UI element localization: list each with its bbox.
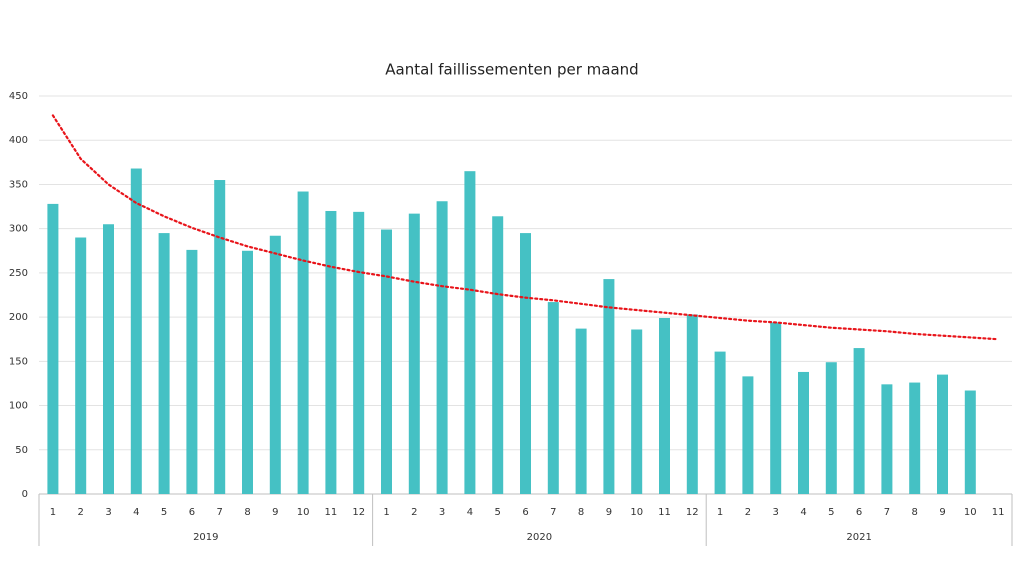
y-tick-label: 0 xyxy=(22,489,28,500)
x-tick-label: 9 xyxy=(606,507,612,518)
bar xyxy=(742,376,754,494)
x-tick-label: 3 xyxy=(105,507,111,518)
y-tick-label: 100 xyxy=(9,401,28,412)
bar xyxy=(520,233,531,495)
x-tick-label: 10 xyxy=(297,507,310,518)
bar xyxy=(686,314,698,494)
bar xyxy=(603,279,615,494)
bar xyxy=(130,168,142,494)
x-tick-label: 1 xyxy=(383,507,389,518)
x-tick-label: 6 xyxy=(856,507,862,518)
bar xyxy=(408,213,420,494)
group-label: 2019 xyxy=(193,532,218,543)
bar xyxy=(381,229,392,494)
x-tick-label: 11 xyxy=(658,507,671,518)
y-tick-label: 450 xyxy=(9,91,28,102)
bar xyxy=(714,351,726,494)
group-label: 2021 xyxy=(846,532,871,543)
bar xyxy=(103,224,114,494)
bar xyxy=(75,237,87,494)
x-tick-label: 2 xyxy=(745,507,751,518)
bar xyxy=(881,384,893,494)
y-tick-label: 350 xyxy=(9,179,28,190)
bar xyxy=(242,250,253,494)
y-tick-label: 200 xyxy=(9,312,28,323)
x-tick-label: 2 xyxy=(78,507,84,518)
bar xyxy=(47,203,59,494)
x-tick-label: 10 xyxy=(964,507,977,518)
bar xyxy=(798,371,809,494)
x-tick-label: 4 xyxy=(467,507,473,518)
x-tick-label: 1 xyxy=(717,507,723,518)
x-tick-label: 7 xyxy=(884,507,890,518)
x-tick-label: 4 xyxy=(800,507,806,518)
x-tick-label: 1 xyxy=(50,507,56,518)
bar xyxy=(964,390,976,494)
chart-title: Aantal faillissementen per maand xyxy=(385,61,638,79)
group-label: 2020 xyxy=(527,532,552,543)
x-tick-label: 12 xyxy=(352,507,365,518)
bar xyxy=(631,329,643,494)
x-tick-label: 9 xyxy=(939,507,945,518)
x-tick-label: 3 xyxy=(439,507,445,518)
bar xyxy=(853,348,865,494)
x-tick-label: 8 xyxy=(578,507,584,518)
bar xyxy=(297,191,309,494)
y-tick-label: 250 xyxy=(9,268,28,279)
bar xyxy=(547,302,559,494)
bar xyxy=(353,211,365,494)
bar xyxy=(909,382,921,494)
trend-line xyxy=(51,114,1000,341)
bar xyxy=(325,210,337,494)
x-tick-label: 12 xyxy=(686,507,699,518)
bar xyxy=(214,180,226,494)
x-tick-label: 5 xyxy=(828,507,834,518)
x-tick-label: 11 xyxy=(325,507,338,518)
bar xyxy=(186,249,198,494)
y-tick-label: 400 xyxy=(9,135,28,146)
x-tick-label: 10 xyxy=(630,507,643,518)
y-tick-label: 50 xyxy=(15,445,28,456)
x-tick-label: 2 xyxy=(411,507,417,518)
y-tick-label: 150 xyxy=(9,356,28,367)
bar xyxy=(770,322,782,494)
x-tick-label: 7 xyxy=(217,507,223,518)
bar xyxy=(269,235,281,494)
x-tick-label: 7 xyxy=(550,507,556,518)
x-tick-label: 3 xyxy=(773,507,779,518)
bar xyxy=(825,362,837,494)
y-tick-label: 300 xyxy=(9,224,28,235)
bar xyxy=(575,328,587,494)
x-tick-label: 4 xyxy=(133,507,139,518)
x-tick-label: 8 xyxy=(244,507,250,518)
bar xyxy=(492,216,504,495)
x-tick-label: 5 xyxy=(161,507,167,518)
bar xyxy=(659,317,670,494)
x-tick-label: 6 xyxy=(189,507,195,518)
bar xyxy=(158,233,170,495)
x-tick-label: 8 xyxy=(912,507,918,518)
bar xyxy=(436,201,448,494)
x-tick-label: 6 xyxy=(522,507,528,518)
x-tick-label: 9 xyxy=(272,507,278,518)
bar xyxy=(464,171,476,494)
x-tick-label: 11 xyxy=(992,507,1005,518)
x-tick-label: 5 xyxy=(495,507,501,518)
bar xyxy=(937,374,948,494)
